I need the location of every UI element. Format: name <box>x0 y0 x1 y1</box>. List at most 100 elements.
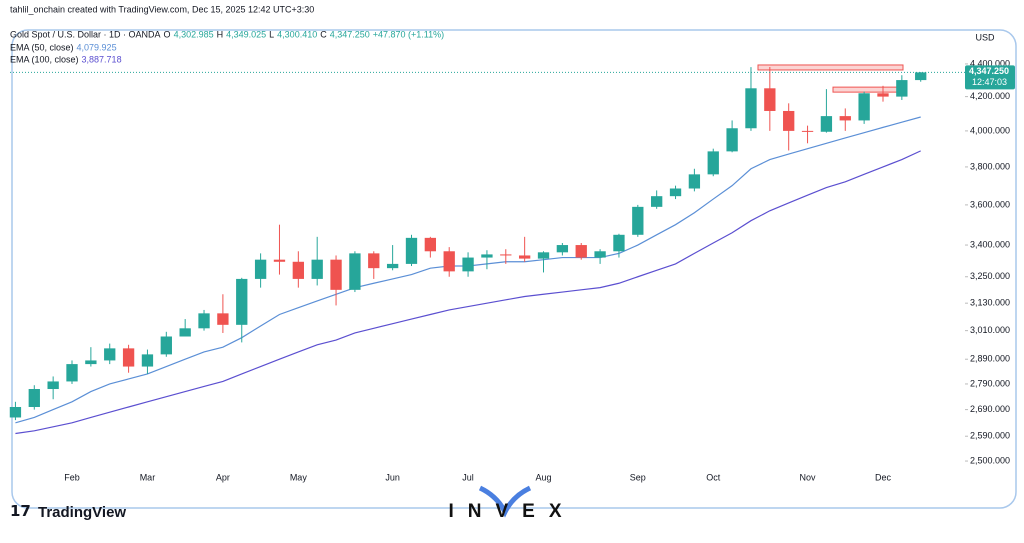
logo: 𝟭𝟳 <box>10 503 31 520</box>
legend-text: C <box>320 29 327 39</box>
candle-body <box>160 336 172 355</box>
candle-body <box>122 348 135 367</box>
legend-text: 4,300.410 <box>277 29 317 39</box>
legend-text: 4,349.025 <box>226 29 266 39</box>
logo-mark: 𝟭𝟳 <box>10 503 31 520</box>
candle-body <box>688 174 701 189</box>
candle-body <box>669 188 682 197</box>
candle-body <box>858 93 870 121</box>
legend-text: H <box>217 29 224 39</box>
x-tick-label: Mar <box>140 472 156 482</box>
candle-body <box>481 254 493 258</box>
legend-text: EMA (50, close) <box>10 42 74 52</box>
x-tick-label: Aug <box>536 472 552 482</box>
candle-body <box>386 263 399 269</box>
countdown: 12:47:03 <box>972 77 1007 87</box>
candle-body <box>783 110 795 131</box>
candle-body <box>613 234 625 252</box>
candle-body <box>311 259 323 279</box>
y-tick-label: 3,400.000 <box>970 239 1010 249</box>
candle-body <box>85 360 97 365</box>
candle-body <box>236 278 248 325</box>
y-tick-label: 3,010.000 <box>970 325 1010 335</box>
candle-body <box>179 328 191 337</box>
y-tick-label: 2,500.000 <box>970 455 1010 465</box>
candle-body <box>292 261 304 279</box>
price-tag-label: 4,347.250 <box>969 66 1009 76</box>
y-tick-label: 3,800.000 <box>970 161 1010 171</box>
resistance-zone <box>757 64 904 71</box>
watermark: INVEX <box>448 501 575 522</box>
candle-body <box>651 196 663 207</box>
candle-body <box>764 88 776 111</box>
logo-text: TradingView <box>38 504 126 521</box>
candle-body <box>405 237 418 264</box>
candle-body <box>839 116 851 121</box>
candle-body <box>273 259 286 262</box>
y-tick-label: 4,400.000 <box>970 58 1010 68</box>
candle-body <box>141 354 154 367</box>
candle-body <box>877 93 889 97</box>
y-tick-label: 4,200.000 <box>970 91 1010 101</box>
currency: USD <box>975 32 995 42</box>
candle-body <box>47 381 59 390</box>
x-tick-label: Jun <box>385 472 400 482</box>
candle-body <box>707 151 719 175</box>
candle-body <box>9 406 22 418</box>
x-tick-label: Feb <box>64 472 80 482</box>
y-tick-label: 3,250.000 <box>970 271 1010 281</box>
legend-text: Gold Spot / U.S. Dollar · 1D · OANDA <box>10 29 161 39</box>
candle-body <box>462 257 474 272</box>
candle-body <box>330 259 342 290</box>
legend-text: 4,079.925 <box>77 42 117 52</box>
candle-body <box>217 313 229 325</box>
legend-text: L <box>269 29 274 39</box>
x-tick-label: May <box>290 472 308 482</box>
x-tick-label: Sep <box>630 472 646 482</box>
x-tick-label: Oct <box>706 472 721 482</box>
y-tick-label: 3,600.000 <box>970 199 1010 209</box>
candle-body <box>368 253 380 269</box>
candle-body <box>424 237 437 252</box>
candle-body <box>745 88 757 129</box>
candle-body <box>104 348 116 361</box>
legend-text: +47.870 (+1.11%) <box>373 29 444 39</box>
candle-body <box>254 259 267 279</box>
candle-body <box>556 245 569 253</box>
y-tick-label: 2,790.000 <box>970 378 1010 388</box>
y-tick-label: 3,130.000 <box>970 298 1010 308</box>
x-tick-label: Dec <box>875 472 892 482</box>
candle-body <box>500 254 512 256</box>
candle-body <box>443 251 455 272</box>
watermark-icon <box>478 485 532 518</box>
price-tag <box>965 65 1015 90</box>
y-tick-label: 4,000.000 <box>970 125 1010 135</box>
legend-text: O <box>164 29 171 39</box>
candle-body <box>915 72 927 81</box>
legend-text: 3,887.718 <box>82 54 122 64</box>
x-tick-label: Nov <box>800 472 817 482</box>
resistance-zone <box>832 86 904 93</box>
x-tick-label: Apr <box>216 472 230 482</box>
candle-body <box>198 313 210 329</box>
credit: tahlil_onchain created with TradingView.… <box>10 4 314 14</box>
candle-body <box>801 130 814 132</box>
legend-text: 4,347.250 <box>330 29 370 39</box>
candle-body <box>349 253 361 290</box>
candle-body <box>896 80 908 97</box>
candle-body <box>820 116 833 132</box>
candle-body <box>575 245 587 258</box>
legend-text: EMA (100, close) <box>10 54 79 64</box>
x-tick-label: Jul <box>462 472 474 482</box>
candle-body <box>537 252 550 259</box>
candle-body <box>28 389 40 407</box>
candle-body <box>594 251 606 258</box>
candle-body <box>726 128 738 152</box>
candle-body <box>518 255 531 259</box>
ema-line <box>15 150 921 435</box>
y-tick-label: 2,590.000 <box>970 431 1010 441</box>
y-tick-label: 2,690.000 <box>970 404 1010 414</box>
y-tick-label: 2,890.000 <box>970 354 1010 364</box>
candle-body <box>66 364 78 382</box>
